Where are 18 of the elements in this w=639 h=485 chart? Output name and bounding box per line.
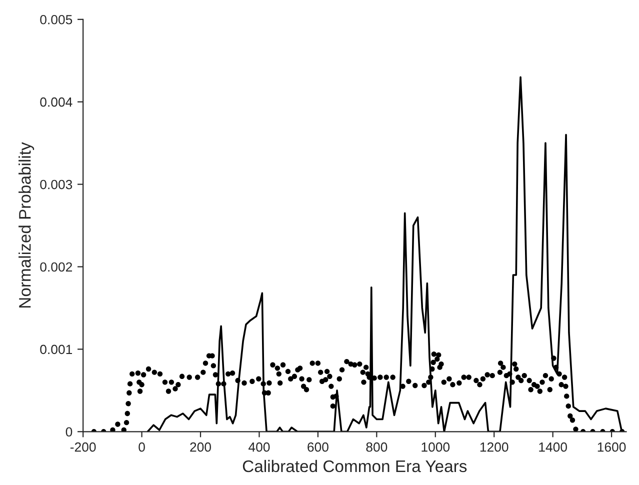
- x-axis-title: Calibrated Common Era Years: [242, 460, 467, 472]
- x-tick-label: 800: [366, 442, 388, 452]
- y-tick-label: 0.003: [40, 180, 72, 190]
- x-tick-label: 1200: [480, 442, 508, 452]
- y-tick-label: 0.002: [40, 262, 72, 272]
- x-tick-label: 600: [308, 442, 328, 452]
- x-tick-label: 0: [138, 442, 145, 452]
- x-tick-label: 1600: [598, 442, 626, 452]
- x-tick-label: 400: [248, 442, 270, 452]
- x-tick-label: 200: [190, 442, 211, 452]
- y-tick-label: 0.001: [40, 344, 72, 354]
- y-axis-title: Normalized Probability: [18, 142, 34, 308]
- x-tick-label: -200: [70, 442, 96, 452]
- x-tick-label: 1400: [539, 442, 567, 452]
- y-tick-label: 0: [66, 427, 72, 437]
- y-tick-label: 0.004: [40, 97, 72, 107]
- x-tick-label: 1000: [422, 442, 450, 452]
- y-tick-label: 0.005: [40, 14, 72, 24]
